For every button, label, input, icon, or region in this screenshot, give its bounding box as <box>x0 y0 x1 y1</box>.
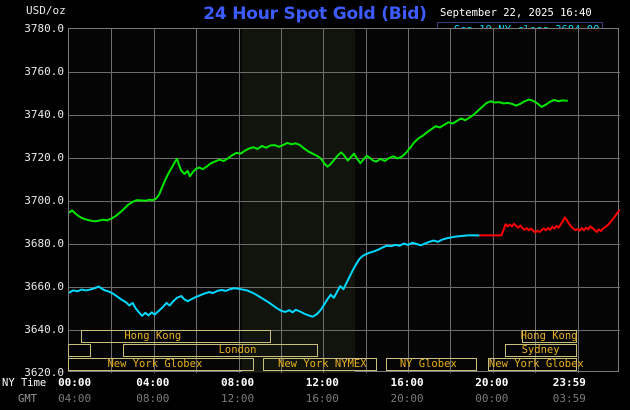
session-bar-label: New York Globex <box>488 358 584 370</box>
session-bar-label: London <box>218 344 257 356</box>
y-axis-tick-label: 3640.0 <box>24 323 64 336</box>
x-axis-ny-label: NY Time <box>2 377 47 389</box>
y-axis: 3780.0 3760.0 3740.0 3720.0 3700.0 3680.0 3660… <box>0 0 64 410</box>
x-axis: NY Time GMT 00:00 04:00 08:00 12:00 16:00 20:… <box>0 374 630 410</box>
session-bar <box>504 344 577 357</box>
horizontal-gridline <box>69 330 620 331</box>
x-axis-ny-tick: 12:00 <box>305 376 339 389</box>
session-bar-label: NY Globex <box>399 358 457 370</box>
session-bar <box>80 330 272 343</box>
price-line-sep-19-ny-close <box>69 234 482 318</box>
x-axis-ny-tick: 20:00 <box>475 376 509 389</box>
horizontal-gridline <box>69 115 620 116</box>
session-bar-label: New York NYMEX <box>278 358 367 370</box>
session-bar <box>262 358 378 371</box>
session-bar <box>385 358 477 371</box>
trading-session-bars: Hong Kong London New York Globex New York N… <box>68 330 619 372</box>
x-axis-gmt-tick: 03:59 <box>552 392 586 405</box>
price-line-sep-21-sunday <box>479 209 620 237</box>
y-axis-tick-label: 3700.0 <box>24 194 64 207</box>
x-axis-ny-tick: 00:00 <box>58 376 92 389</box>
y-axis-tick-label: 3720.0 <box>24 151 64 164</box>
y-axis-tick-label: 3760.0 <box>24 65 64 78</box>
x-axis-ny-tick: 23:59 <box>552 376 586 389</box>
session-bar-label: Hong Kong <box>520 330 578 342</box>
session-bar-label: Hong Kong <box>124 330 182 342</box>
price-line-sep-22-last <box>69 98 569 223</box>
price-series-svg <box>69 98 620 318</box>
x-axis-ny-tick: 16:00 <box>390 376 424 389</box>
session-bar-label: New York Globex <box>107 358 203 370</box>
session-bar <box>123 344 319 357</box>
y-axis-tick-label: 3620.0 <box>24 366 64 379</box>
x-axis-gmt-tick: 00:00 <box>475 392 509 405</box>
horizontal-gridline <box>69 158 620 159</box>
plot-area <box>68 28 620 373</box>
x-axis-gmt-tick: 08:00 <box>136 392 170 405</box>
x-axis-gmt-tick: 04:00 <box>58 392 92 405</box>
y-axis-tick-label: 3680.0 <box>24 237 64 250</box>
session-bar-label: Sydney <box>521 344 560 356</box>
page-title: 24 Hour Spot Gold (Bid) <box>203 4 427 24</box>
horizontal-gridline <box>69 244 620 245</box>
x-axis-gmt-tick: 20:00 <box>390 392 424 405</box>
session-bar <box>487 358 577 371</box>
x-axis-ny-tick: 04:00 <box>136 376 170 389</box>
y-axis-tick-label: 3780.0 <box>24 22 64 35</box>
x-axis-ny-tick: 08:00 <box>220 376 255 389</box>
chart-timestamp: September 22, 2025 16:40 <box>440 7 592 19</box>
y-axis-unit-label: USD/oz <box>26 4 66 17</box>
x-axis-gmt-tick: 12:00 <box>220 392 255 405</box>
horizontal-gridline <box>69 201 620 202</box>
session-bar <box>68 358 255 371</box>
session-bar <box>68 344 92 357</box>
y-axis-tick-label: 3660.0 <box>24 280 64 293</box>
y-axis-tick-label: 3740.0 <box>24 108 64 121</box>
session-bar <box>521 330 577 343</box>
x-axis-gmt-label: GMT <box>18 393 37 405</box>
horizontal-gridline <box>69 72 620 73</box>
x-axis-gmt-tick: 16:00 <box>305 392 339 405</box>
